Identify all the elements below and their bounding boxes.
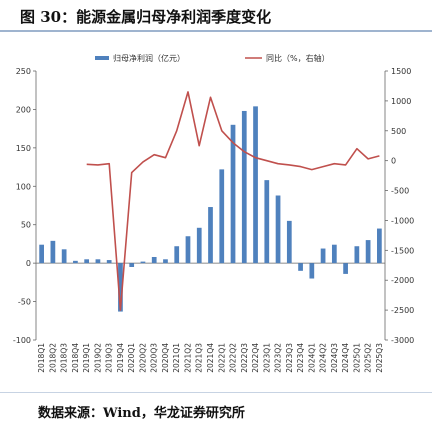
x-tick-label: 2022Q4 <box>251 343 260 373</box>
right-tick-label: -2500 <box>391 306 414 315</box>
x-tick-label: 2024Q1 <box>307 343 316 373</box>
right-tick-label: -2000 <box>391 276 414 285</box>
bar-2022Q3 <box>241 110 247 264</box>
right-tick-label: -1500 <box>391 246 414 255</box>
x-tick-label: 2021Q1 <box>172 343 181 373</box>
bar-2024Q3 <box>331 244 337 264</box>
bar-2021Q4 <box>208 207 213 264</box>
left-tick-label: 200 <box>16 105 31 114</box>
bar-2023Q1 <box>264 180 270 264</box>
bar-2018Q4 <box>73 260 78 264</box>
right-tick-label: 500 <box>391 127 406 136</box>
x-tick-label: 2025Q2 <box>364 343 373 373</box>
bar-2019Q3 <box>106 260 112 264</box>
x-tick-label: 2018Q3 <box>60 343 69 373</box>
x-tick-label: 2025Q3 <box>375 343 384 373</box>
right-tick-label: -1000 <box>391 216 414 225</box>
right-tick-label: 1500 <box>391 67 411 76</box>
bar-2023Q4 <box>298 263 303 271</box>
legend-swatch-bars <box>95 56 109 60</box>
bar-2023Q3 <box>286 220 292 264</box>
left-tick-label: 0 <box>26 259 31 268</box>
bar-2024Q4 <box>343 263 348 274</box>
right-tick-label: 1000 <box>391 97 411 106</box>
bar-2025Q1 <box>354 246 360 264</box>
bar-2018Q3 <box>61 249 67 264</box>
x-tick-label: 2019Q3 <box>105 343 114 373</box>
x-tick-label: 2018Q1 <box>37 343 46 373</box>
x-tick-label: 2018Q2 <box>48 343 57 373</box>
bar-2024Q2 <box>320 248 326 264</box>
bar-2022Q2 <box>230 124 236 264</box>
bottom-divider <box>0 392 432 393</box>
right-tick-label: -3000 <box>391 336 414 345</box>
bar-2025Q2 <box>365 240 371 264</box>
x-tick-label: 2023Q4 <box>296 343 305 373</box>
bar-2025Q3 <box>377 228 382 264</box>
legend-label-bars: 归母净利润（亿元） <box>113 53 185 63</box>
x-tick-label: 2018Q4 <box>71 343 80 373</box>
chart-svg: 归母净利润（亿元） 同比（%，右轴）-100-50050100150200250-… <box>13 53 414 373</box>
x-tick-label: 2019Q4 <box>116 343 125 373</box>
yoy-line <box>86 91 380 311</box>
left-tick-label: 150 <box>16 144 31 153</box>
bar-2019Q1 <box>84 259 90 264</box>
bar-2018Q2 <box>50 240 56 264</box>
x-tick-label: 2019Q2 <box>93 343 102 373</box>
bar-2022Q1 <box>219 169 225 264</box>
x-tick-label: 2024Q4 <box>341 343 350 373</box>
bar-2023Q2 <box>275 195 281 264</box>
bar-2019Q4 <box>118 263 123 312</box>
left-tick-label: 50 <box>21 221 31 230</box>
left-tick-label: -100 <box>13 336 31 345</box>
x-tick-label: 2025Q1 <box>352 343 361 373</box>
x-tick-label: 2019Q1 <box>82 343 91 373</box>
x-tick-label: 2022Q1 <box>217 343 226 373</box>
x-tick-label: 2021Q2 <box>183 343 192 373</box>
bar-2021Q1 <box>174 246 180 264</box>
bar-2021Q3 <box>196 227 202 264</box>
x-tick-label: 2020Q4 <box>161 343 170 373</box>
x-tick-label: 2021Q3 <box>195 343 204 373</box>
bar-2022Q4 <box>253 106 258 264</box>
legend-label-line: 同比（%，右轴） <box>266 53 330 63</box>
x-tick-label: 2022Q3 <box>240 343 249 373</box>
x-tick-label: 2020Q2 <box>138 343 147 373</box>
bar-2020Q4 <box>163 259 168 264</box>
bar-2021Q2 <box>185 236 191 264</box>
x-tick-label: 2020Q1 <box>127 343 136 373</box>
x-tick-label: 2023Q2 <box>274 343 283 373</box>
chart-title: 图 30：能源金属归母净利润季度变化 <box>20 8 272 26</box>
bar-2024Q1 <box>309 263 315 279</box>
x-tick-label: 2023Q1 <box>262 343 271 373</box>
x-tick-label: 2020Q3 <box>150 343 159 373</box>
bar-2020Q1 <box>129 263 135 267</box>
left-tick-label: -50 <box>18 298 31 307</box>
source-note: 数据来源：Wind，华龙证券研究所 <box>38 406 245 421</box>
title-divider <box>0 30 432 32</box>
bar-2018Q1 <box>39 244 44 264</box>
right-tick-label: 0 <box>391 157 396 166</box>
right-tick-label: -500 <box>391 187 409 196</box>
x-tick-label: 2024Q2 <box>319 343 328 373</box>
left-tick-label: 250 <box>16 67 31 76</box>
bar-2019Q2 <box>95 259 101 264</box>
bar-2020Q3 <box>151 256 157 264</box>
left-tick-label: 100 <box>16 182 31 191</box>
x-tick-label: 2023Q3 <box>285 343 294 373</box>
x-tick-label: 2021Q4 <box>206 343 215 373</box>
x-tick-label: 2024Q3 <box>330 343 339 373</box>
x-tick-label: 2022Q2 <box>229 343 238 373</box>
bar-2020Q2 <box>140 261 146 264</box>
